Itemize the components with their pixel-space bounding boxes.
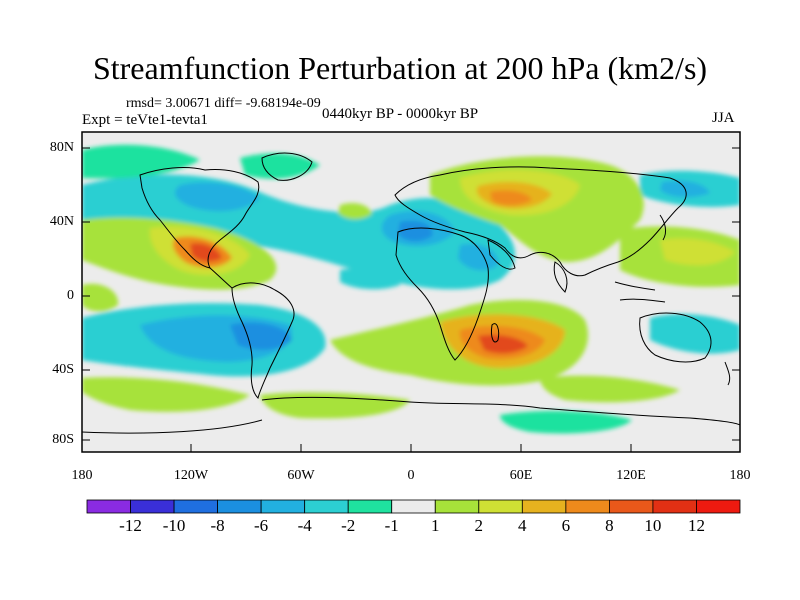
lon-tick-label: 120W [173,468,209,483]
lat-tick-label: 40S [52,362,74,377]
colorbar-label: -4 [297,516,312,535]
colorbar-label: -10 [162,516,186,535]
negative-region-antarctic [500,410,632,434]
experiment-label: Expt = teVte1-tevta1 [82,112,208,128]
madagascar-coast [491,323,500,343]
negative-core-sahara [398,220,433,242]
lat-tick-label: 80N [49,140,74,155]
colorbar-swatch [173,499,219,514]
india-coast [553,261,568,293]
stats-label: rmsd= 3.00671 diff= -9.68194e-09 [126,96,321,111]
negative-region-arctic [82,144,200,179]
colorbar-swatch [304,499,349,514]
colorbar-label: -8 [210,516,225,535]
lon-tick-label: 0 [407,468,415,483]
lon-tick-label: 180 [71,468,93,483]
positive-region-southern-ocean-east [540,375,680,403]
map-title: Streamfunction Perturbation at 200 hPa (… [92,50,708,86]
colorbar-label: -2 [341,516,356,535]
positive-region-pacific-tropic [82,283,119,312]
arabia-coast [487,239,516,270]
colorbar-swatch [130,499,175,514]
positive-region-southern-ocean [260,392,410,419]
lon-tick-label: 120E [616,468,646,483]
colorbar-swatch [521,499,567,514]
period-label: 0440kyr BP - 0000kyr BP [322,106,479,122]
colorbar [86,499,741,514]
positive-region-southern-ocean-west [82,377,250,412]
lon-tick-label: 60W [287,468,315,483]
lat-tick-label: 40N [49,214,74,229]
colorbar-label: -12 [119,516,142,535]
lon-tick-label: 180 [729,468,751,483]
lat-tick-label: 80S [52,432,74,447]
colorbar-swatch [391,499,436,514]
antarctica-coast [82,396,740,434]
negative-region-greenland [240,153,320,179]
colorbar-label: -6 [254,516,269,535]
tick-marks [82,147,740,452]
colorbar-label: 4 [518,516,527,535]
australia-coast [639,312,712,363]
colorbar-label: 1 [431,516,440,535]
south-america-coast [231,282,295,399]
colorbar-swatch [652,499,697,514]
africa-coast [395,227,489,361]
colorbar-label: 2 [474,516,484,535]
positive-core-mexico [190,243,222,262]
colorbar-swatch [696,499,741,514]
positive-core-nw-pacific [660,238,735,266]
negative-region-na [175,182,260,212]
colorbar-label: 6 [561,516,571,535]
colorbar-label: 8 [605,516,614,535]
negative-region-atlantic-tropic [340,268,400,290]
season-label: JJA [712,110,735,126]
colorbar-swatch [347,499,393,514]
central-america-coast [209,267,233,289]
negative-region-arabia [458,243,499,271]
greenland-coast [261,152,313,181]
eurasia-coast [394,166,687,277]
colorbar-swatch [260,499,306,514]
colorbar-swatch [434,499,480,514]
japan-coast [659,214,667,241]
colorbar-label: -1 [384,516,399,535]
contour-fields [82,144,740,434]
coastlines [82,152,740,434]
colorbar-swatch [217,499,262,514]
negative-region-australia [650,314,740,354]
new-zealand-coast [724,361,731,386]
colorbar-swatch [478,499,523,514]
lat-tick-label: 0 [67,288,74,303]
lon-tick-label: 60E [509,468,533,483]
north-america-coast [139,167,260,269]
colorbar-label: 12 [688,516,705,535]
colorbar-label: 10 [644,516,662,535]
positive-core-asia [490,190,532,206]
indonesia-coast [614,281,666,303]
colorbar-swatch [609,499,654,514]
colorbar-swatch [565,499,610,514]
positive-region-atlantic-small [338,203,372,220]
positive-core-indian [478,334,528,354]
colorbar-swatch [86,499,131,514]
